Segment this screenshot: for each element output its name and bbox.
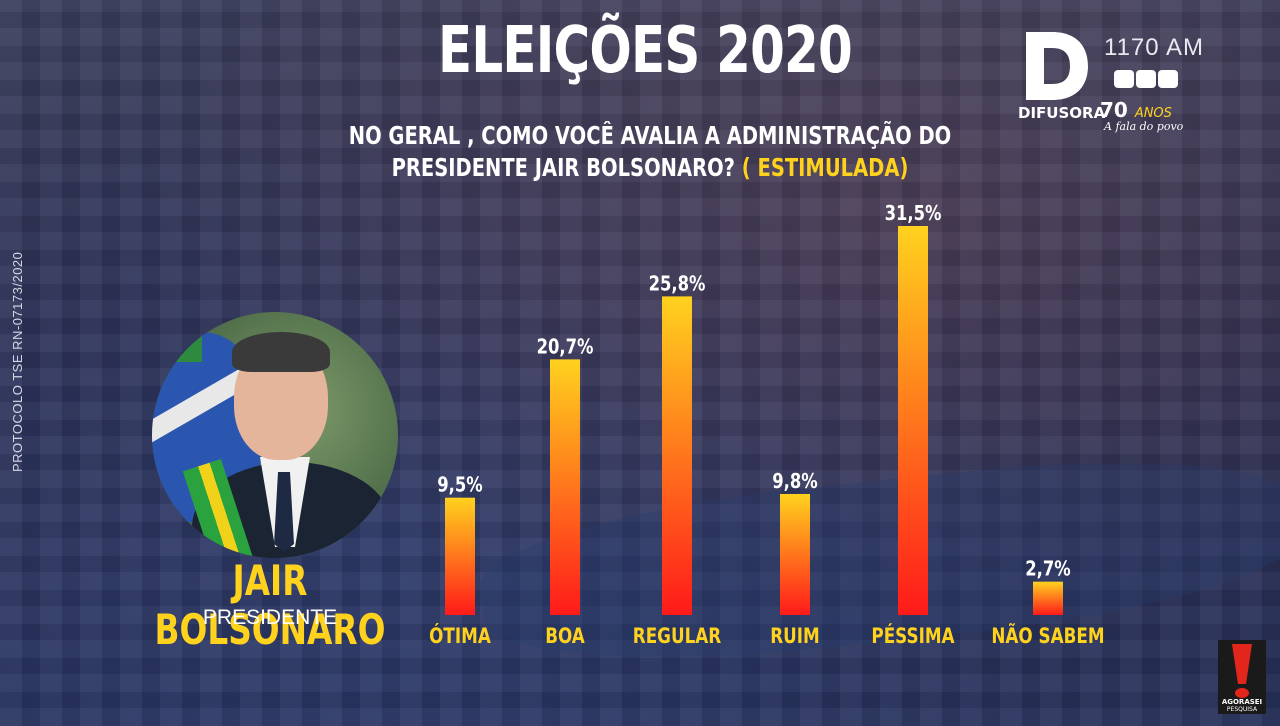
category-label-ruim: RUIM — [770, 624, 820, 648]
tie-shape — [274, 472, 294, 552]
bar-otima — [445, 497, 475, 615]
category-label-regular: REGULAR — [633, 624, 722, 648]
poll-question: NO GERAL , COMO VOCÊ AVALIA A ADMINISTRA… — [315, 120, 986, 184]
brand-icons — [1114, 70, 1178, 88]
bar-regular — [662, 296, 692, 615]
brand-anniversary: 70 ANOS — [1100, 98, 1172, 122]
value-label-ruim: 9,8% — [772, 470, 817, 493]
flag-green-shape — [152, 312, 202, 362]
android-icon — [1158, 70, 1178, 88]
poll-question-line2-text: PRESIDENTE JAIR BOLSONARO? — [391, 153, 735, 182]
brand-tagline: A fala do povo — [1104, 120, 1184, 133]
bars-group: 9,5% ÓTIMA 20,7% BOA 25,8% REGULAR 9,8% RUIM 31,… — [429, 203, 1104, 649]
value-label-regular: 25,8% — [649, 273, 706, 296]
avatar — [152, 312, 398, 558]
bar-ruim — [780, 493, 810, 615]
category-label-otima: ÓTIMA — [429, 622, 491, 649]
pollster-logo: AGORASEI PESQUISA — [1218, 640, 1266, 714]
bar-boa — [550, 359, 580, 615]
category-label-boa: BOA — [545, 624, 585, 648]
brand-frequency: 1170 AM — [1104, 34, 1204, 61]
bar-pessima — [898, 226, 928, 615]
pollster-sub: PESQUISA — [1226, 706, 1258, 713]
person-role: PRESIDENTE — [202, 606, 338, 629]
brand-years: 70 — [1100, 98, 1128, 122]
value-label-boa: 20,7% — [537, 336, 594, 359]
apple-icon — [1136, 70, 1156, 88]
exclamation-dot-icon — [1235, 688, 1249, 698]
bar-nao-sabem — [1033, 581, 1063, 615]
value-label-nao-sabem: 2,7% — [1025, 558, 1070, 581]
difusora-logo-icon — [1026, 32, 1088, 100]
exclamation-icon — [1232, 644, 1252, 684]
person-name: JAIR BOLSONARO — [154, 556, 386, 654]
category-label-nao-sabem: NÃO SABEM — [991, 622, 1104, 649]
hair-shape — [232, 332, 330, 372]
pollster-name: AGORASEI — [1221, 698, 1263, 706]
poll-question-line2: PRESIDENTE JAIR BOLSONARO? ( ESTIMULADA) — [315, 152, 986, 184]
poll-question-line1: NO GERAL , COMO VOCÊ AVALIA A ADMINISTRA… — [348, 121, 952, 150]
value-label-otima: 9,5% — [437, 474, 482, 497]
page-title: ELEIÇÕES 2020 — [438, 14, 853, 88]
radio-icon — [1114, 70, 1134, 88]
category-label-pessima: PÉSSIMA — [871, 623, 954, 648]
brand-name: DIFUSORA — [1018, 104, 1106, 122]
value-label-pessima: 31,5% — [885, 203, 942, 226]
brand-years-word: ANOS — [1134, 106, 1172, 121]
poll-question-tag: ( ESTIMULADA) — [741, 153, 909, 182]
